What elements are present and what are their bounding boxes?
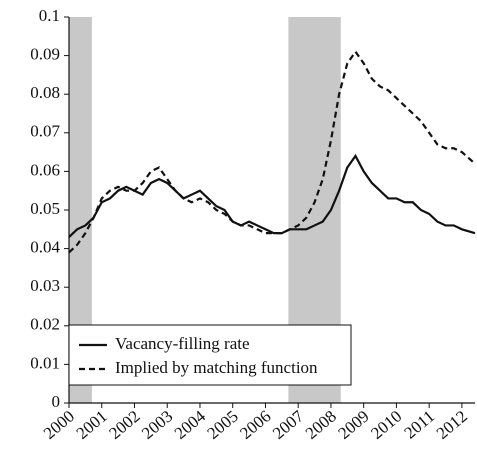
x-tick-label: 2008	[302, 407, 340, 443]
y-tick-label: 0.04	[30, 238, 60, 257]
y-tick-label: 0.06	[30, 160, 60, 179]
recession-band	[69, 17, 92, 403]
series-line	[68, 49, 476, 254]
series-line	[68, 153, 476, 238]
x-tick-label: 2007	[269, 406, 308, 443]
y-tick-label: 0.1	[39, 6, 60, 25]
x-tick-label: 2003	[138, 407, 176, 443]
x-tick-label: 2010	[367, 407, 405, 443]
x-tick-label: 2001	[73, 407, 111, 443]
x-tick-label: 2004	[171, 406, 210, 443]
y-tick-label: 0.01	[30, 353, 60, 372]
x-tick-label: 2009	[335, 407, 373, 443]
y-tick-label: 0.03	[30, 276, 60, 295]
legend-label: Implied by matching function	[115, 358, 318, 377]
x-tick-label: 2002	[105, 407, 143, 443]
x-tick-label: 2005	[204, 407, 242, 443]
x-tick-label: 2000	[40, 407, 78, 443]
legend-box	[68, 324, 352, 386]
x-tick-label: 2012	[433, 407, 471, 443]
y-tick-label: 0.02	[30, 315, 60, 334]
legend: Vacancy-filling rate Implied by matching …	[68, 324, 352, 386]
x-tick-label: 2006	[236, 407, 274, 443]
y-tick-label: 0.07	[30, 122, 60, 141]
x-tick-label: 2011	[400, 407, 438, 443]
y-tick-label: 0	[52, 392, 61, 411]
y-tick-label: 0.08	[30, 83, 60, 102]
legend-label: Vacancy-filling rate	[115, 334, 250, 353]
y-tick-label: 0.09	[30, 45, 60, 64]
y-tick-label: 0.05	[30, 199, 60, 218]
